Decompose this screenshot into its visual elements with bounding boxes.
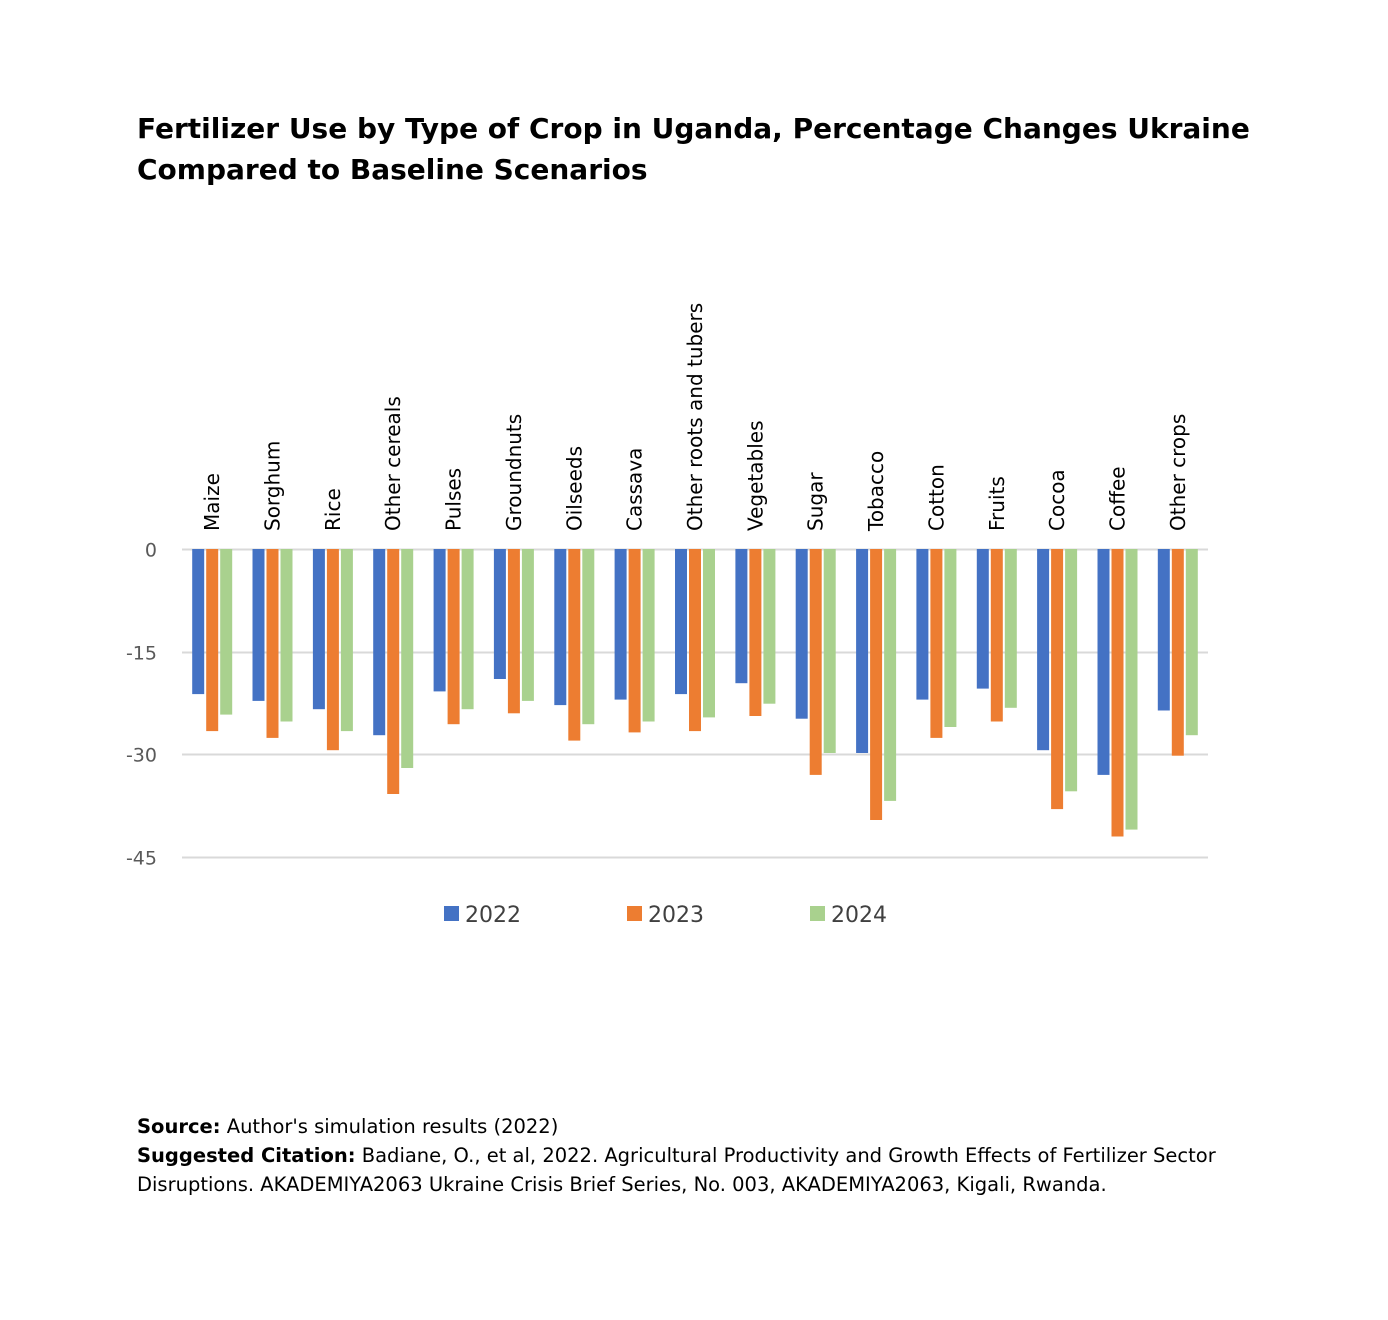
bar-vegetables-2023 [749, 549, 762, 716]
bar-coffee-2024 [1125, 549, 1138, 830]
category-label-tobacco: Tobacco [864, 451, 888, 532]
bar-pulses-2022 [433, 549, 446, 692]
category-label-groundnuts: Groundnuts [502, 414, 526, 531]
bar-sorghum-2022 [252, 549, 265, 701]
bar-maize-2024 [220, 549, 233, 715]
bar-sorghum-2024 [280, 549, 293, 722]
category-label-cassava: Cassava [623, 448, 647, 531]
category-label-other-crops: Other crops [1166, 414, 1190, 531]
bar-pulses-2024 [461, 549, 474, 710]
category-label-sorghum: Sorghum [261, 441, 285, 531]
source-label: Source: [137, 1115, 221, 1138]
bar-fruits-2023 [990, 549, 1003, 722]
legend-swatch-2024 [810, 906, 825, 921]
bar-cocoa-2023 [1051, 549, 1064, 810]
category-label-other-cereals: Other cereals [381, 396, 405, 531]
bar-vegetables-2024 [763, 549, 776, 704]
citation-label: Suggested Citation: [137, 1144, 356, 1167]
citation-line-2: Disruptions. AKADEMIYA2063 Ukraine Crisi… [137, 1170, 1287, 1199]
bar-cotton-2022 [916, 549, 929, 700]
legend-label-2024: 2024 [831, 903, 887, 928]
bar-sugar-2023 [809, 549, 822, 775]
bar-coffee-2023 [1111, 549, 1124, 837]
bar-oilseeds-2024 [582, 549, 595, 725]
bar-tobacco-2022 [856, 549, 869, 753]
bar-oilseeds-2022 [554, 549, 567, 706]
chart-title-line-2: Compared to Baseline Scenarios [137, 153, 648, 186]
bar-other-roots-and-tubers-2024 [703, 549, 715, 718]
y-tick-label: -45 [126, 848, 157, 870]
y-axis-tick-labels: 0 -15 -30 -45 [126, 540, 157, 870]
category-label-sugar: Sugar [804, 472, 828, 531]
bar-other-roots-and-tubers-2022 [675, 549, 687, 695]
bar-tobacco-2023 [870, 549, 883, 820]
bar-cassava-2022 [614, 549, 627, 700]
category-labels: Maize Sorghum Rice Other cereals Pulses Groun… [200, 303, 1190, 532]
bar-other-cereals-2022 [373, 549, 386, 736]
bar-other-cereals-2023 [387, 549, 400, 794]
category-label-oilseeds: Oilseeds [562, 446, 586, 531]
bar-vegetables-2022 [735, 549, 748, 684]
chart-title-line-1: Fertilizer Use by Type of Crop in Uganda… [137, 112, 1250, 145]
bar-cassava-2023 [628, 549, 641, 733]
bar-cocoa-2022 [1037, 549, 1050, 751]
y-tick-label: -15 [126, 643, 157, 665]
category-label-vegetables: Vegetables [743, 420, 767, 531]
category-label-cotton: Cotton [924, 464, 948, 531]
bar-oilseeds-2023 [568, 549, 581, 741]
bars [192, 549, 1198, 837]
bar-cocoa-2024 [1065, 549, 1078, 792]
source-line: Source: Author's simulation results (202… [137, 1112, 1287, 1141]
bar-cotton-2023 [930, 549, 943, 738]
bar-groundnuts-2022 [493, 549, 506, 679]
legend-label-2022: 2022 [465, 903, 521, 928]
bar-groundnuts-2024 [521, 549, 534, 701]
category-label-cocoa: Cocoa [1045, 469, 1069, 531]
bar-cassava-2024 [642, 549, 655, 722]
bar-sugar-2022 [795, 549, 808, 719]
bar-other-roots-and-tubers-2023 [689, 549, 701, 732]
bar-tobacco-2024 [884, 549, 897, 801]
citation-line-1: Suggested Citation: Badiane, O., et al, … [137, 1141, 1287, 1170]
bar-rice-2024 [340, 549, 353, 732]
category-label-other-roots-and-tubers: Other roots and tubers [683, 303, 707, 531]
bar-groundnuts-2023 [507, 549, 520, 714]
bar-other-cereals-2024 [401, 549, 414, 768]
category-label-fruits: Fruits [985, 476, 1009, 531]
bar-maize-2023 [206, 549, 219, 732]
bar-pulses-2023 [447, 549, 460, 725]
bar-sugar-2024 [823, 549, 836, 753]
legend-swatch-2023 [627, 906, 642, 921]
citation-text-2: Disruptions. AKADEMIYA2063 Ukraine Crisi… [137, 1173, 1107, 1196]
bar-other-crops-2024 [1185, 549, 1198, 736]
category-label-maize: Maize [200, 473, 224, 531]
bar-maize-2022 [192, 549, 205, 695]
footer: Source: Author's simulation results (202… [137, 1112, 1287, 1199]
bar-rice-2023 [326, 549, 339, 751]
category-label-pulses: Pulses [442, 468, 466, 531]
legend-swatch-2022 [444, 906, 459, 921]
bar-chart: 0 -15 -30 -45 Maize Sorghum Rice Other cereals… [126, 303, 1208, 928]
y-tick-label: -30 [126, 745, 157, 767]
bar-other-crops-2023 [1171, 549, 1184, 756]
bar-coffee-2022 [1097, 549, 1110, 775]
bar-sorghum-2023 [266, 549, 279, 738]
chart-title: Fertilizer Use by Type of Crop in Uganda… [137, 108, 1257, 190]
bar-fruits-2022 [976, 549, 989, 689]
bar-other-crops-2022 [1157, 549, 1170, 711]
source-text: Author's simulation results (2022) [226, 1115, 559, 1138]
bar-cotton-2024 [944, 549, 957, 727]
citation-text-1: Badiane, O., et al, 2022. Agricultural P… [361, 1144, 1216, 1167]
legend-label-2023: 2023 [648, 903, 704, 928]
category-label-rice: Rice [321, 488, 345, 531]
legend: 2022 2023 2024 [444, 903, 887, 928]
category-label-coffee: Coffee [1106, 466, 1130, 531]
bar-fruits-2024 [1004, 549, 1017, 708]
bar-rice-2022 [312, 549, 325, 710]
y-tick-label: 0 [145, 540, 157, 562]
